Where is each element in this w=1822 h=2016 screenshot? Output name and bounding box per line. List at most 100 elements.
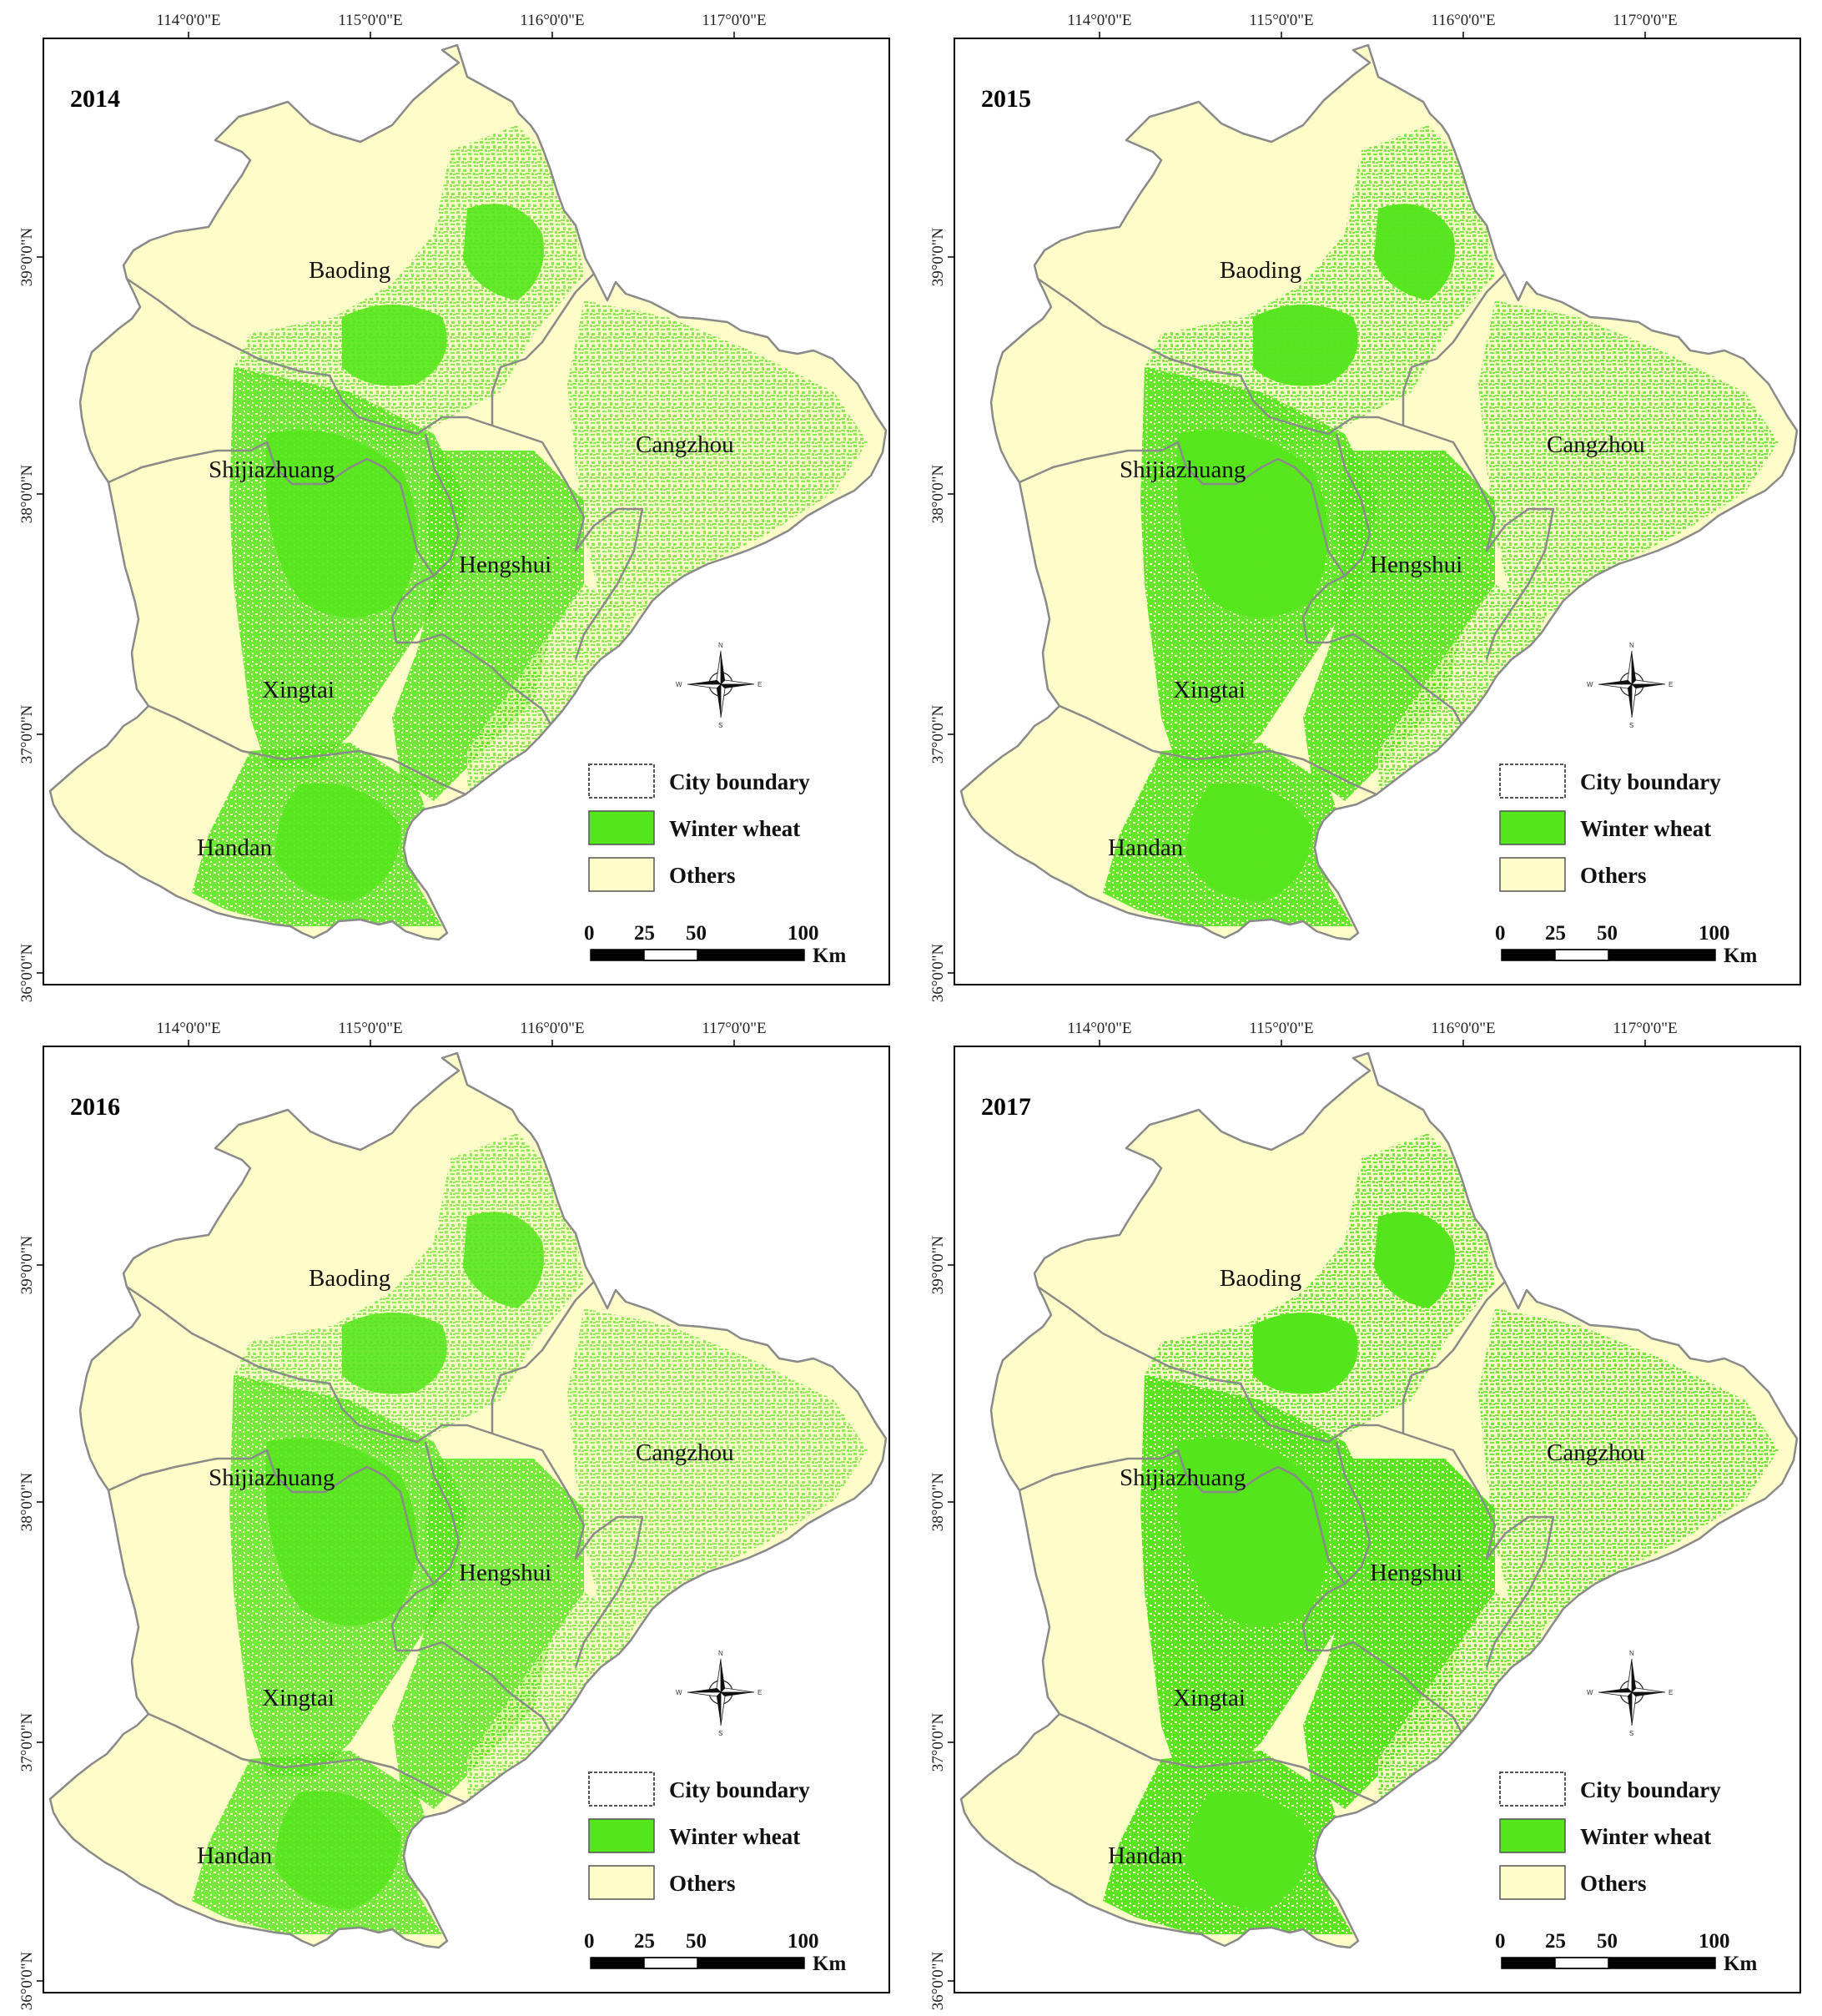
- lon-label: 116°0'0"E: [1431, 12, 1495, 29]
- lat-label: 38°0'0"N: [18, 464, 36, 523]
- scale-unit: Km: [1724, 945, 1757, 967]
- legend-swatch-wheat: [588, 1818, 655, 1853]
- scale-unit: Km: [813, 1953, 846, 1975]
- city-label-cangzhou: Cangzhou: [1547, 1439, 1645, 1466]
- north-arrow-icon: N S E W: [676, 1650, 762, 1737]
- lon-label: 117°0'0"E: [702, 12, 766, 29]
- scale-tick-100: 100: [788, 922, 819, 945]
- scale-bar: 0 25 50 100 Km: [1495, 922, 1757, 967]
- lon-label: 116°0'0"E: [1431, 1020, 1495, 1037]
- winter-wheat-areas: [1103, 125, 1779, 926]
- scale-bar: 0 25 50 100 Km: [584, 922, 846, 967]
- city-label-cangzhou: Cangzhou: [1547, 431, 1645, 458]
- lon-label: 115°0'0"E: [1249, 1020, 1313, 1037]
- city-label-baoding: Baoding: [309, 257, 390, 284]
- legend-swatch-others: [588, 1865, 655, 1900]
- scale-tick-50: 50: [686, 1930, 707, 1953]
- legend-label-others: Others: [1580, 863, 1646, 888]
- city-label-handan: Handan: [197, 834, 273, 861]
- legend-label-boundary: City boundary: [1580, 769, 1721, 794]
- legend-swatch-others: [588, 857, 655, 892]
- legend-swatch-boundary: [1499, 1772, 1566, 1807]
- legend: City boundary Winter wheat Others: [588, 1772, 810, 1900]
- lon-label: 115°0'0"E: [1249, 12, 1313, 29]
- lat-label: 38°0'0"N: [18, 1472, 36, 1531]
- city-label-shijiazhuang: Shijiazhuang: [1120, 1464, 1246, 1491]
- legend-label-wheat: Winter wheat: [1580, 1824, 1711, 1849]
- city-label-shijiazhuang: Shijiazhuang: [209, 456, 335, 483]
- compass-n: N: [718, 1650, 723, 1657]
- lon-label: 115°0'0"E: [338, 1020, 402, 1037]
- city-label-cangzhou: Cangzhou: [636, 1439, 734, 1466]
- legend-label-wheat: Winter wheat: [669, 816, 800, 841]
- latitude-ticks: 39°0'0"N 38°0'0"N 37°0'0"N 36°0'0"N: [929, 227, 954, 1002]
- legend-label-others: Others: [669, 1871, 735, 1896]
- compass-s: S: [1629, 722, 1633, 729]
- lon-label: 117°0'0"E: [1613, 1020, 1677, 1037]
- city-boundaries: [48, 43, 888, 941]
- city-label-hengshui: Hengshui: [1370, 1560, 1462, 1586]
- legend-label-wheat: Winter wheat: [1580, 816, 1711, 841]
- city-label-baoding: Baoding: [1220, 257, 1301, 284]
- year-label: 2015: [981, 85, 1031, 113]
- compass-w: W: [676, 681, 682, 688]
- legend-label-boundary: City boundary: [1580, 1777, 1721, 1802]
- city-label-shijiazhuang: Shijiazhuang: [1120, 456, 1246, 483]
- map-svg: 114°0'0"E 115°0'0"E 116°0'0"E 117°0'0"E 39°…: [18, 12, 890, 1002]
- legend-swatch-boundary: [1499, 764, 1566, 799]
- longitude-ticks: 114°0'0"E 115°0'0"E 116°0'0"E 117°0'0"E: [1067, 12, 1678, 38]
- longitude-ticks: 114°0'0"E 115°0'0"E 116°0'0"E 117°0'0"E: [156, 1020, 767, 1046]
- north-arrow-icon: N S E W: [1587, 642, 1673, 729]
- scale-tick-0: 0: [1495, 922, 1506, 945]
- city-boundaries: [959, 1051, 1799, 1949]
- scale-tick-50: 50: [1597, 1930, 1618, 1953]
- longitude-ticks: 114°0'0"E 115°0'0"E 116°0'0"E 117°0'0"E: [1067, 1020, 1678, 1046]
- compass-e: E: [757, 1689, 762, 1696]
- year-label: 2016: [70, 1093, 120, 1121]
- legend-swatch-wheat: [1499, 810, 1566, 845]
- scale-tick-50: 50: [686, 922, 707, 945]
- lat-label: 36°0'0"N: [18, 943, 36, 1002]
- compass-n: N: [1629, 642, 1634, 649]
- legend-label-boundary: City boundary: [669, 769, 810, 794]
- city-label-hengshui: Hengshui: [1370, 552, 1462, 578]
- legend-label-boundary: City boundary: [669, 1777, 810, 1802]
- city-label-hengshui: Hengshui: [459, 1560, 551, 1586]
- latitude-ticks: 39°0'0"N 38°0'0"N 37°0'0"N 36°0'0"N: [18, 227, 43, 1002]
- legend-swatch-others: [1499, 857, 1566, 892]
- legend-swatch-wheat: [588, 810, 655, 845]
- map-svg: 114°0'0"E 115°0'0"E 116°0'0"E 117°0'0"E 39°…: [18, 1020, 890, 2010]
- scale-tick-25: 25: [1545, 922, 1566, 945]
- longitude-ticks: 114°0'0"E 115°0'0"E 116°0'0"E 117°0'0"E: [156, 12, 767, 38]
- scale-tick-25: 25: [634, 922, 655, 945]
- city-label-handan: Handan: [197, 1842, 273, 1869]
- winter-wheat-areas: [1103, 1133, 1779, 1934]
- lat-label: 38°0'0"N: [929, 464, 947, 523]
- lat-label: 39°0'0"N: [18, 227, 36, 286]
- map-svg: 114°0'0"E 115°0'0"E 116°0'0"E 117°0'0"E 39°…: [929, 12, 1801, 1002]
- legend-swatch-wheat: [1499, 1818, 1566, 1853]
- city-label-xingtai: Xingtai: [262, 677, 335, 703]
- legend-label-wheat: Winter wheat: [669, 1824, 800, 1849]
- city-label-xingtai: Xingtai: [262, 1685, 335, 1711]
- scale-tick-0: 0: [584, 1930, 595, 1953]
- legend-swatch-boundary: [588, 764, 655, 799]
- compass-w: W: [676, 1689, 682, 1696]
- lat-label: 36°0'0"N: [929, 943, 947, 1002]
- compass-e: E: [1668, 1689, 1673, 1696]
- map-svg: 114°0'0"E 115°0'0"E 116°0'0"E 117°0'0"E 39°…: [929, 1020, 1801, 2010]
- legend: City boundary Winter wheat Others: [1499, 1772, 1721, 1900]
- lat-label: 37°0'0"N: [929, 1712, 947, 1772]
- compass-s: S: [718, 1730, 722, 1737]
- lon-label: 117°0'0"E: [1613, 12, 1677, 29]
- scale-tick-0: 0: [1495, 1930, 1506, 1953]
- scale-tick-100: 100: [1699, 1930, 1730, 1953]
- legend-label-others: Others: [669, 863, 735, 888]
- lat-label: 37°0'0"N: [18, 1712, 36, 1772]
- scale-unit: Km: [813, 945, 846, 967]
- scale-unit: Km: [1724, 1953, 1757, 1975]
- scale-tick-0: 0: [584, 922, 595, 945]
- map-panel-2015: 114°0'0"E 115°0'0"E 116°0'0"E 117°0'0"E 39°…: [911, 0, 1822, 1008]
- scale-tick-25: 25: [1545, 1930, 1566, 1953]
- lat-label: 37°0'0"N: [929, 704, 947, 764]
